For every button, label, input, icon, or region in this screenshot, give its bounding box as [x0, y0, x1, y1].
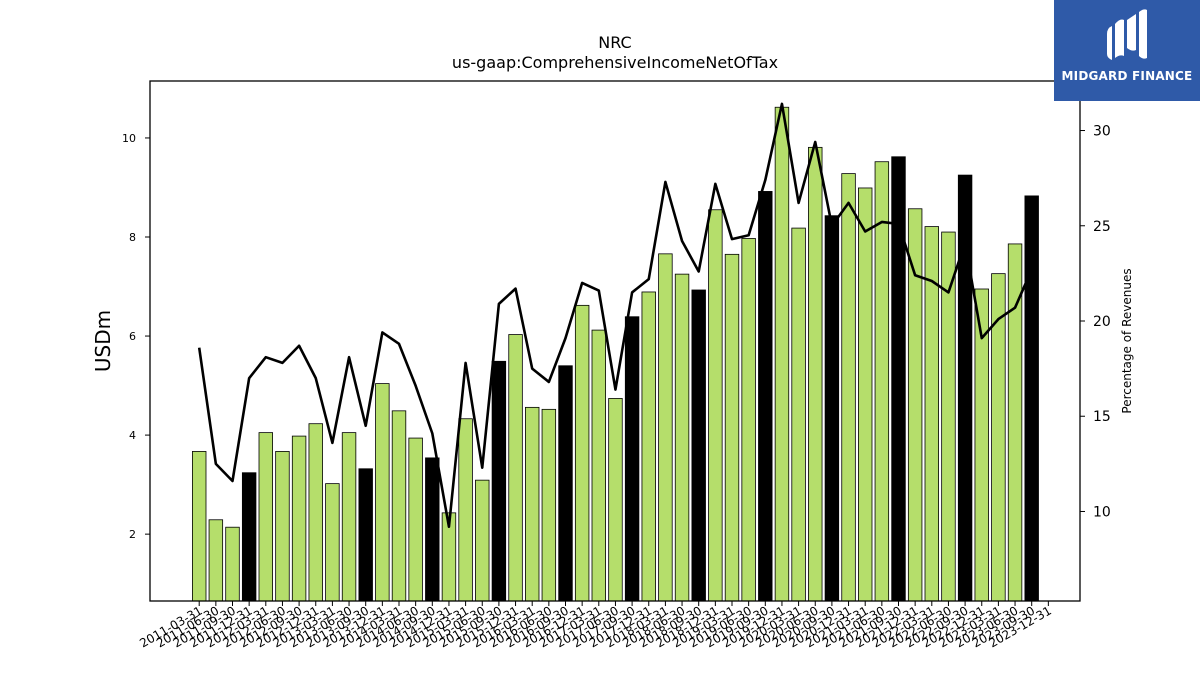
bar: [791, 227, 806, 602]
bar: [808, 146, 823, 602]
bar: [724, 253, 740, 602]
bar: [425, 457, 440, 602]
logo-text: MIDGARD FINANCE: [1061, 69, 1193, 83]
y2-axis-label: Percentage of Revenues: [1120, 268, 1134, 413]
bar: [391, 410, 407, 602]
x-axis-ticks: 2011-03-312011-06-302011-09-302011-12-31…: [137, 601, 1054, 650]
bar: [291, 435, 307, 602]
bar: [658, 253, 673, 602]
bar: [475, 479, 490, 602]
bar: [241, 472, 257, 602]
bar: [375, 383, 390, 602]
logo-mark-icon: [1107, 9, 1147, 60]
bar: [624, 316, 640, 602]
bar: [258, 432, 274, 602]
bar: [758, 191, 773, 602]
bar: [208, 519, 224, 602]
revenue-percentage-line: [197, 102, 1033, 529]
bar: [841, 173, 856, 602]
y2-tick-label: 25: [1093, 219, 1111, 235]
bar: [824, 215, 840, 602]
bar: [275, 451, 290, 602]
y2-tick-label: 15: [1093, 409, 1111, 425]
bar: [508, 334, 523, 602]
chart-subtitle: us-gaap:ComprehensiveIncomeNetOfTax: [452, 53, 778, 72]
bar: [874, 161, 890, 602]
bar: [774, 106, 790, 602]
bar: [225, 526, 240, 602]
bar: [608, 398, 623, 602]
bar: [708, 209, 723, 602]
y2-axis-ticks: 10 15 20 25 30: [1080, 124, 1111, 520]
bar: [907, 208, 923, 602]
chart-title: NRC: [598, 33, 631, 52]
bar: [591, 329, 607, 602]
brand-logo: MIDGARD FINANCE: [1054, 0, 1200, 101]
bar: [691, 289, 706, 602]
y-tick-label: 8: [129, 231, 136, 244]
bar: [308, 423, 323, 602]
bar: [491, 360, 507, 602]
bar: [858, 187, 873, 602]
bar: [957, 174, 973, 602]
bar: [341, 432, 357, 602]
bar: [191, 451, 207, 602]
bar-series: [191, 106, 1039, 602]
bar: [541, 408, 557, 602]
y2-tick-label: 30: [1093, 124, 1111, 140]
bar: [458, 418, 473, 602]
bar: [941, 231, 956, 602]
y-tick-label: 2: [129, 528, 136, 541]
bar: [408, 437, 423, 602]
y2-tick-label: 20: [1093, 314, 1111, 330]
plot-frame: [149, 80, 1081, 602]
bar: [325, 483, 340, 602]
bar: [1024, 195, 1039, 602]
y-tick-label: 4: [129, 429, 136, 442]
bar: [674, 273, 690, 602]
bar: [741, 238, 756, 602]
y-tick-label: 6: [129, 330, 136, 343]
y-axis-ticks: 2 4 6 8 10: [122, 132, 150, 541]
bar: [574, 304, 590, 602]
bar: [358, 468, 373, 602]
y-tick-label: 10: [122, 132, 136, 145]
bar: [641, 291, 656, 602]
bar: [558, 365, 573, 602]
y-axis-label: USDm: [91, 310, 115, 372]
bar: [525, 406, 540, 602]
y2-tick-label: 10: [1093, 504, 1111, 520]
line-series: [197, 102, 1033, 529]
